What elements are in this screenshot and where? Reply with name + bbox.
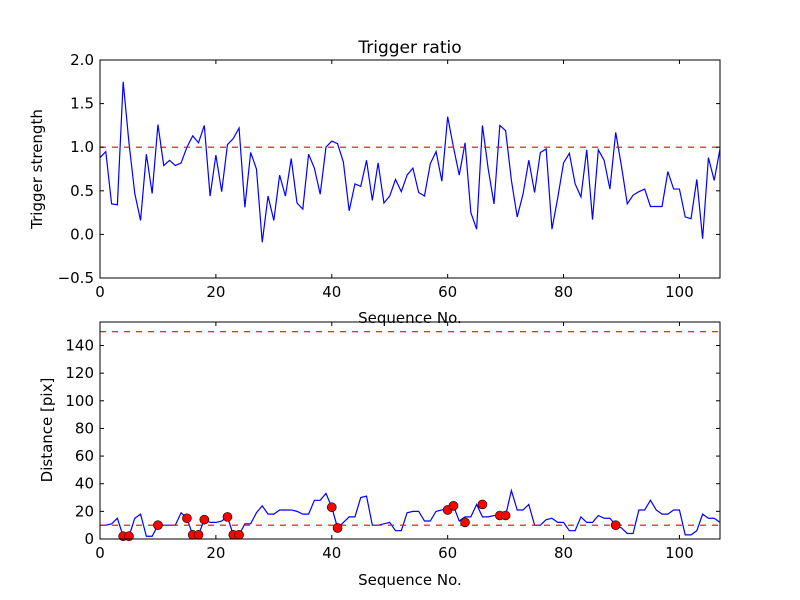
- trigger-ratio-chart: Trigger ratio Trigger strength 0 20 40 60 80…: [28, 38, 721, 301]
- flagged-point-marker: [193, 530, 204, 540]
- x-tick-label: 60: [438, 544, 457, 562]
- y-tick-label: 0.0: [70, 225, 94, 243]
- x-tick-label: 80: [554, 283, 573, 301]
- y-tick-label: 1.0: [70, 138, 94, 156]
- flagged-point-marker: [153, 520, 163, 530]
- x-tick-label: 100: [665, 283, 694, 301]
- x-tick-label: 20: [206, 283, 225, 301]
- y-tick-label: 2.0: [70, 51, 94, 69]
- y-tick-label: 1.5: [70, 95, 94, 113]
- x-tick-label: 20: [206, 544, 225, 562]
- flagged-point-marker: [500, 510, 511, 521]
- y-tick-label: 80: [75, 419, 94, 437]
- x-tick-label: 40: [322, 283, 341, 301]
- flagged-point-marker: [124, 531, 134, 542]
- y-tick-label: 100: [65, 392, 94, 410]
- x-axis-label: Sequence No.: [358, 571, 462, 589]
- flagged-point-marker: [182, 513, 192, 524]
- y-tick-label: 0: [84, 530, 94, 548]
- y-axis-label: Distance [pix]: [38, 378, 56, 483]
- series-line: [100, 81, 720, 243]
- plot-frame: [99, 59, 721, 279]
- y-axis-label: Trigger strength: [28, 109, 46, 230]
- y-tick-label: 60: [75, 447, 94, 465]
- x-tick-label: 100: [665, 544, 694, 562]
- flagged-point-marker: [326, 502, 337, 513]
- y-tick-label: 140: [65, 336, 94, 354]
- y-tick-label: 120: [65, 364, 94, 382]
- x-tick-label: 80: [554, 544, 573, 562]
- flagged-point-marker: [234, 530, 244, 540]
- flagged-point-marker: [199, 514, 210, 525]
- distance-chart: Distance [pix] Sequence No. 0 20 40 60 80 100…: [38, 321, 721, 589]
- x-tick-label: 0: [95, 283, 105, 301]
- flagged-point-marker: [332, 523, 343, 533]
- plot-frame: [99, 321, 721, 540]
- y-tick-label: −0.5: [58, 269, 94, 287]
- flagged-point-marker: [477, 499, 488, 510]
- y-tick-label: 20: [75, 502, 94, 520]
- flagged-point-marker: [448, 501, 459, 511]
- x-tick-label: 0: [95, 544, 105, 562]
- y-tick-label: 0.5: [70, 182, 94, 200]
- x-tick-label: 60: [438, 283, 457, 301]
- flagged-point-marker: [610, 520, 621, 530]
- flagged-point-marker: [460, 517, 470, 528]
- x-tick-label: 40: [322, 544, 341, 562]
- x-axis-label: Sequence No.: [358, 309, 462, 327]
- chart-title: Trigger ratio: [357, 38, 461, 58]
- y-tick-label: 40: [75, 475, 94, 493]
- flagged-point-marker: [222, 512, 233, 522]
